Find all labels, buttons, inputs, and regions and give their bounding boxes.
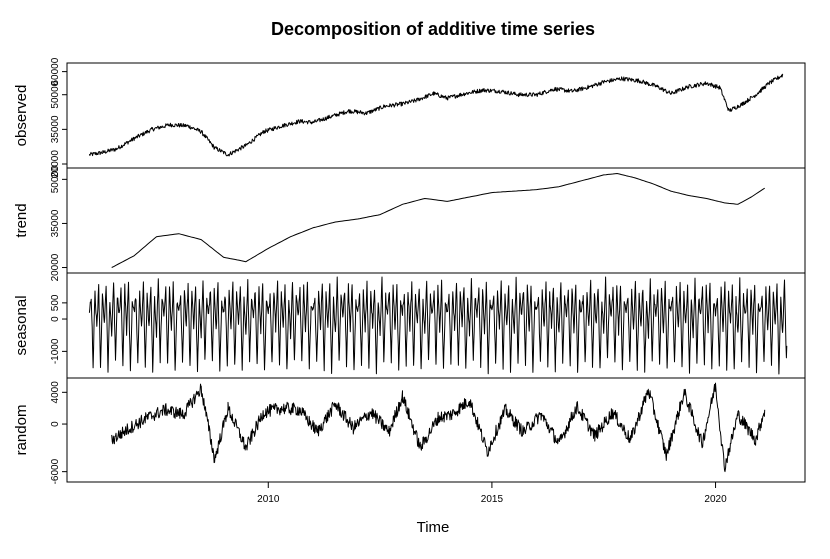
x-tick-label: 2020 [704,494,727,505]
y-tick-label: 50000 [50,80,61,108]
chart-title: Decomposition of additive time series [271,19,595,39]
x-tick-label: 2015 [481,494,504,505]
y-axis-label-observed: observed [13,85,30,147]
y-ticks-trend: 20000 35000 50000 [50,165,67,281]
panels-group: observed20000350005000060000trend2000035… [13,57,806,484]
series-line-observed [88,73,784,157]
y-tick-label: 4000 [50,381,61,404]
x-axis: 2010 2015 2020 [257,481,727,505]
panel-random: random -6000 0 4000 [13,377,806,484]
y-tick-label: 500 [50,294,61,311]
y-tick-label: 20000 [50,150,61,178]
x-tick-label: 2010 [257,494,280,505]
y-tick-label: 0 [50,316,61,322]
series-line-seasonal [88,276,788,375]
panel-seasonal: seasonal -1000 0 500 [13,272,806,379]
panel-frame-random [66,377,806,483]
panel-frame-trend [66,167,806,274]
y-tick-label: 50000 [50,165,61,193]
y-ticks-seasonal: -1000 0 500 [50,294,67,364]
y-axis-label-trend: trend [13,203,30,237]
panel-trend: trend 20000 35000 50000 [13,165,806,281]
y-tick-label: 35000 [50,209,61,237]
y-tick-label: 0 [50,421,61,427]
y-axis-label-seasonal: seasonal [13,295,30,355]
series-line-random [111,382,766,473]
y-tick-label: 35000 [50,115,61,143]
y-tick-label: -1000 [50,338,61,364]
x-axis-label: Time [417,519,450,536]
y-tick-label: 60000 [50,57,61,85]
y-axis-label-random: random [13,405,30,456]
y-tick-label: -6000 [50,458,61,484]
series-line-trend [111,173,765,268]
y-tick-label: 20000 [50,253,61,281]
y-ticks-random: -6000 0 4000 [50,381,67,484]
panel-frame-observed [66,62,806,169]
